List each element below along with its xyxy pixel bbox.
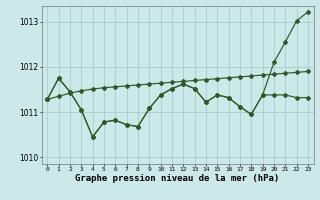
X-axis label: Graphe pression niveau de la mer (hPa): Graphe pression niveau de la mer (hPa) bbox=[76, 174, 280, 183]
